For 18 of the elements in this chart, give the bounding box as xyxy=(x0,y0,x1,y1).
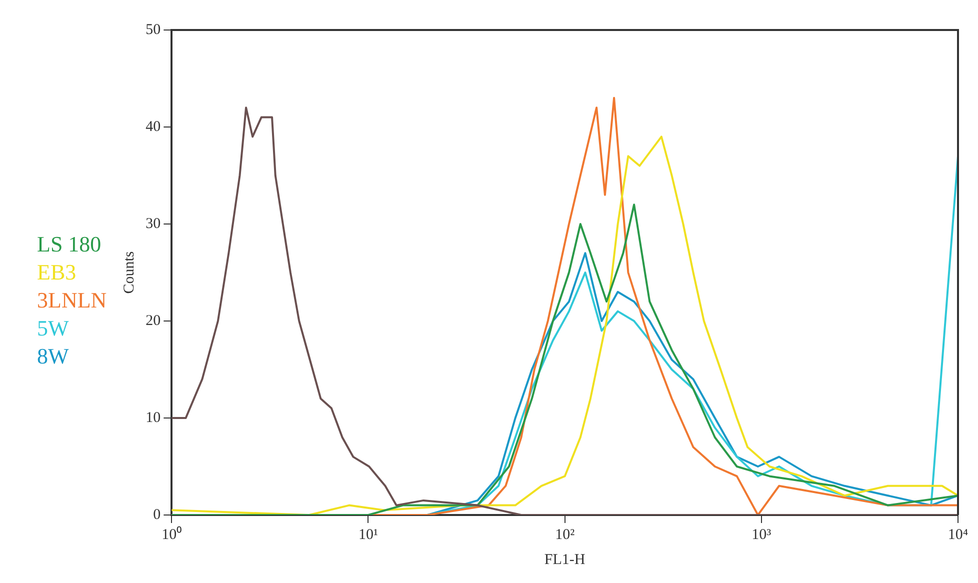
y-tick-label: 20 xyxy=(146,312,161,329)
y-tick-label: 0 xyxy=(153,506,161,523)
x-tick-label: 10⁰ xyxy=(162,526,182,543)
text: EB3 xyxy=(37,259,76,284)
y-tick-label: 50 xyxy=(146,22,161,38)
text: LS 180 xyxy=(37,231,102,256)
y-tick-label: 30 xyxy=(146,216,161,232)
text: 8W xyxy=(37,343,69,368)
text: 3LNLN xyxy=(37,287,107,312)
text: 5W xyxy=(37,315,69,340)
y-tick-label: 10 xyxy=(146,410,161,426)
x-tick-label: 10⁴ xyxy=(948,526,968,543)
x-axis-title: FL1-H xyxy=(544,552,586,568)
x-tick-label: 10³ xyxy=(752,526,772,543)
y-tick-label: 40 xyxy=(146,118,161,135)
y-axis-title: Counts xyxy=(122,251,138,294)
x-tick-label: 10¹ xyxy=(358,526,378,543)
x-tick-label: 10² xyxy=(555,526,576,543)
